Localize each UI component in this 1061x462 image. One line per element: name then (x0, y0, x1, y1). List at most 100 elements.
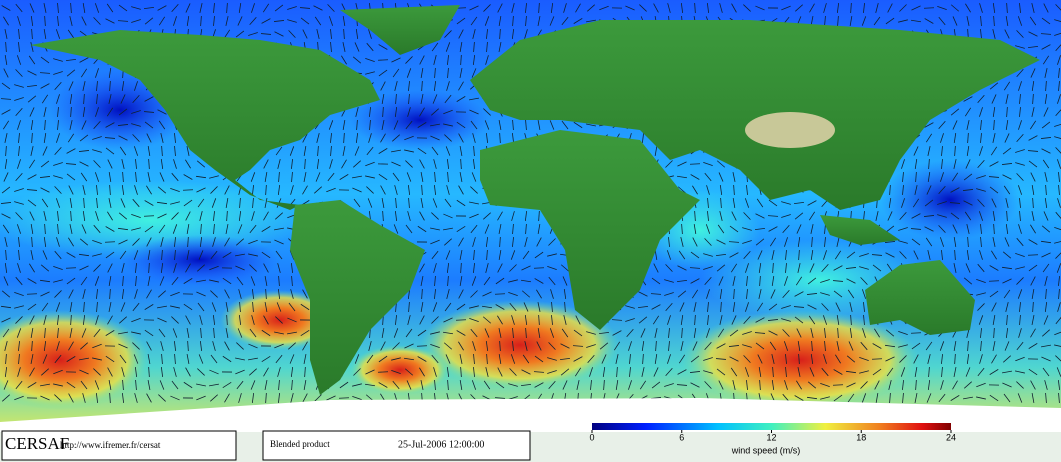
wind-arrow (224, 237, 230, 247)
wind-arrow (1015, 162, 1025, 166)
wind-arrow (676, 175, 688, 179)
wind-arrow (730, 263, 738, 273)
wind-arrow (144, 304, 154, 310)
wind-arrow (665, 302, 673, 312)
wind-arrow (236, 276, 244, 286)
wind-arrow (706, 2, 710, 14)
wind-arrow (352, 175, 362, 179)
wind-arrow (782, 329, 790, 337)
wind-arrow (83, 93, 85, 105)
wind-arrow (43, 3, 47, 13)
wind-arrow (1042, 159, 1050, 169)
wind-arrow (965, 3, 971, 13)
wind-arrow (850, 314, 852, 326)
wind-arrow (641, 340, 645, 352)
wind-arrow (941, 158, 943, 170)
wind-arrow (459, 380, 463, 390)
wind-arrow (158, 16, 166, 26)
wind-arrow (1030, 68, 1036, 78)
wind-arrow (824, 327, 826, 339)
wind-arrow (210, 354, 218, 364)
wind-arrow (160, 133, 164, 143)
wind-arrow (993, 223, 995, 235)
wind-arrow (27, 278, 37, 284)
wind-arrow (252, 197, 254, 209)
wind-arrow (486, 28, 488, 40)
wind-arrow (715, 254, 727, 256)
wind-arrow (977, 199, 985, 207)
wind-arrow (824, 340, 826, 352)
wind-arrow (486, 353, 488, 365)
wind-arrow (394, 185, 398, 195)
wind-arrow (131, 19, 141, 23)
wind-arrow (392, 342, 400, 350)
wind-arrow (235, 265, 245, 271)
wind-arrow (431, 316, 439, 324)
wind-arrow (391, 369, 401, 375)
wind-arrow (352, 187, 362, 193)
wind-arrow (274, 343, 284, 349)
wind-arrow (469, 201, 479, 205)
wind-arrow (53, 175, 63, 179)
wind-arrow (508, 383, 518, 387)
wind-arrow (329, 159, 333, 169)
wind-arrow (252, 301, 254, 313)
wind-arrow (381, 198, 385, 208)
wind-arrow (199, 340, 203, 352)
wind-arrow (394, 81, 398, 91)
wind-arrow (93, 264, 101, 272)
wind-arrow (79, 369, 89, 375)
wind-arrow (69, 197, 73, 209)
wind-arrow (625, 318, 635, 322)
wind-arrow (186, 224, 190, 234)
wind-arrow (473, 41, 475, 53)
wind-arrow (287, 6, 297, 10)
wind-arrow (15, 107, 23, 117)
wind-arrow (131, 6, 141, 10)
wind-arrow (910, 228, 922, 230)
wind-arrow (754, 332, 766, 334)
wind-arrow (668, 340, 670, 352)
wind-arrow (809, 263, 815, 273)
wind-arrow (940, 380, 944, 390)
wind-arrow (277, 288, 281, 300)
wind-arrow (651, 304, 661, 310)
wind-arrow (871, 254, 883, 256)
wind-arrow (754, 228, 766, 230)
wind-arrow (537, 120, 541, 130)
wind-arrow (105, 18, 115, 24)
wind-arrow (328, 120, 334, 130)
wind-arrow (485, 55, 489, 65)
wind-arrow (69, 16, 73, 26)
wind-arrow (210, 250, 218, 260)
wind-arrow (886, 263, 894, 273)
wind-arrow (1030, 380, 1036, 390)
wind-arrow (382, 210, 384, 222)
wind-arrow (459, 42, 463, 52)
wind-arrow (795, 4, 803, 12)
wind-arrow (1055, 355, 1061, 362)
wind-arrow (211, 198, 217, 208)
wind-arrow (1043, 107, 1049, 117)
wind-arrow (966, 353, 970, 365)
wind-arrow (264, 172, 268, 182)
wind-arrow (460, 366, 462, 378)
wind-arrow (446, 262, 450, 274)
wind-arrow (1041, 44, 1051, 50)
wind-arrow (199, 236, 203, 248)
wind-arrow (914, 367, 918, 377)
wind-arrow (768, 199, 778, 207)
wind-arrow (278, 379, 280, 391)
wind-arrow (992, 210, 996, 222)
wind-arrow (1055, 211, 1061, 219)
wind-arrow (575, 3, 581, 13)
wind-arrow (157, 109, 167, 115)
wind-arrow (1054, 19, 1061, 22)
wind-arrow (314, 16, 322, 26)
wind-arrow (200, 327, 202, 339)
wind-arrow (316, 133, 320, 143)
wind-arrow (547, 357, 557, 361)
wind-arrow (1056, 367, 1061, 377)
wind-arrow (30, 328, 34, 338)
wind-arrow (1028, 368, 1038, 376)
